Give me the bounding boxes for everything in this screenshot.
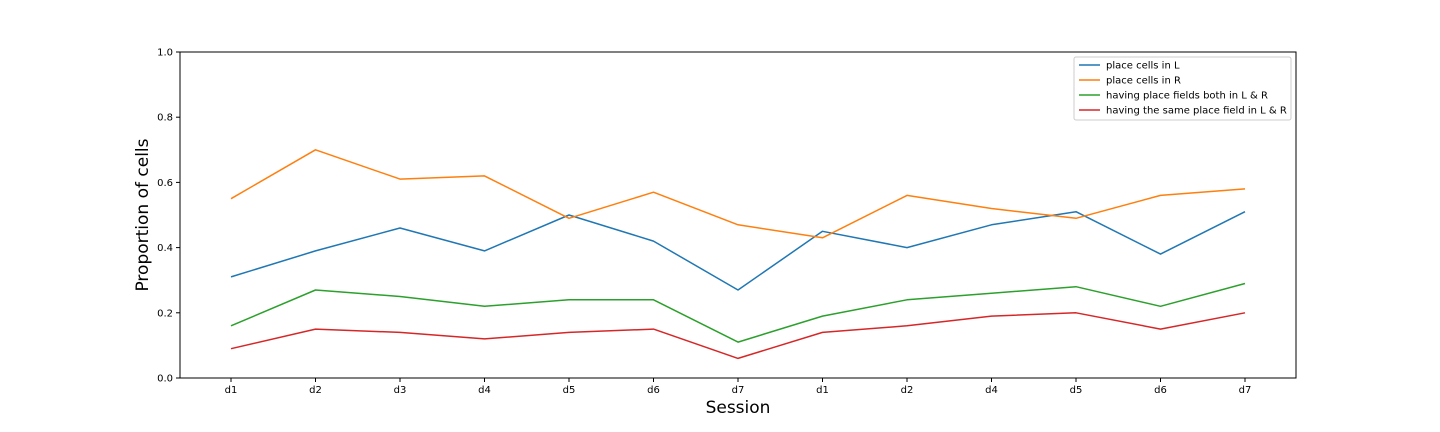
x-tick-label: d7: [1239, 385, 1252, 396]
x-tick-label: d5: [1070, 385, 1083, 396]
x-tick-label: d4: [478, 385, 491, 396]
x-tick-label: d7: [732, 385, 745, 396]
y-tick-label: 0.2: [157, 308, 173, 319]
y-tick-label: 0.6: [157, 178, 173, 189]
legend: place cells in L place cells in R having p…: [1073, 56, 1292, 121]
x-tick-label: d2: [309, 385, 322, 396]
x-tick-label: d3: [394, 385, 407, 396]
x-tick-label: d6: [647, 385, 660, 396]
legend-label: having the same place field in L & R: [1106, 106, 1287, 117]
series-line-1: [230, 210, 1246, 291]
series-lines: [230, 149, 1246, 360]
x-tick-label: d1: [225, 385, 238, 396]
series-line-4: [230, 312, 1246, 360]
y-tick-label: 0.4: [157, 243, 173, 254]
legend-label: place cells in R: [1106, 76, 1181, 87]
y-tick-label: 1.0: [157, 48, 173, 59]
x-tick-label: d4: [985, 385, 998, 396]
series-line-2: [230, 149, 1246, 239]
x-axis-label: Session: [706, 398, 771, 418]
legend-label: place cells in L: [1106, 61, 1180, 72]
y-tick-label: 0.0: [157, 374, 173, 385]
x-axis-ticks: d1 d2 d3 d4 d5 d6 d7 d1 d2 d4 d5 d6 d7: [225, 378, 1252, 396]
plot-frame: [179, 51, 1297, 379]
x-tick-label: d2: [901, 385, 914, 396]
x-tick-label: d6: [1154, 385, 1167, 396]
legend-label: having place fields both in L & R: [1106, 91, 1268, 102]
x-tick-label: d5: [563, 385, 576, 396]
y-tick-label: 0.8: [157, 113, 173, 124]
x-tick-label: d1: [816, 385, 829, 396]
series-line-3: [230, 282, 1246, 343]
y-axis-label: Proportion of cells: [133, 138, 153, 291]
legend-box: [1073, 56, 1292, 121]
y-axis-ticks: 0.0 0.2 0.4 0.6 0.8 1.0: [157, 48, 180, 385]
